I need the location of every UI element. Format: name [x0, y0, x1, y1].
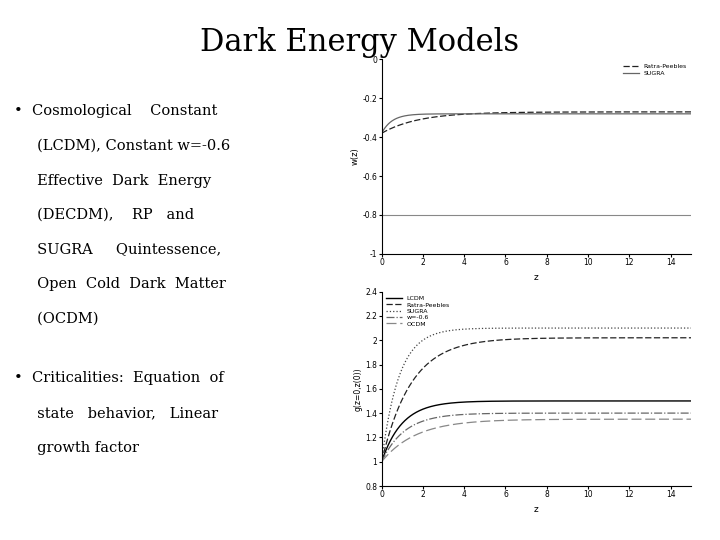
Text: (OCDM): (OCDM)	[14, 312, 99, 326]
SUGRA	[377, 130, 386, 137]
Ratra-Peebles	[503, 110, 511, 116]
OCDM	[618, 416, 627, 422]
w=-0.6	[618, 410, 627, 416]
SUGRA	[618, 325, 627, 332]
X-axis label: z: z	[534, 505, 539, 514]
SUGRA	[590, 325, 598, 332]
SUGRA	[503, 111, 511, 117]
Y-axis label: g(z=0,z(0)): g(z=0,z(0))	[354, 367, 363, 410]
Text: •  Criticalities:  Equation  of: • Criticalities: Equation of	[14, 372, 224, 386]
LCDM	[409, 411, 418, 417]
OCDM	[409, 433, 418, 440]
OCDM	[590, 416, 598, 422]
w=-0.6	[503, 410, 511, 416]
Ratra-Peebles	[377, 130, 386, 137]
w=-0.6	[624, 410, 633, 416]
LCDM	[377, 458, 386, 465]
w=-0.6	[409, 422, 418, 429]
w=-0.6	[377, 458, 386, 465]
Y-axis label: w(z): w(z)	[351, 148, 360, 165]
Ratra-Peebles	[618, 109, 627, 115]
SUGRA	[513, 111, 522, 117]
SUGRA	[503, 325, 511, 332]
Ratra-Peebles	[624, 335, 633, 341]
OCDM	[503, 417, 511, 423]
Ratra-Peebles	[624, 109, 633, 115]
Text: Effective  Dark  Energy: Effective Dark Energy	[14, 173, 212, 187]
Ratra-Peebles	[513, 109, 522, 116]
OCDM	[687, 416, 696, 422]
Legend: Ratra-Peebles, SUGRA: Ratra-Peebles, SUGRA	[621, 63, 688, 77]
Ratra-Peebles	[513, 336, 522, 342]
Text: •  Cosmological    Constant: • Cosmological Constant	[14, 104, 217, 118]
Line: Ratra-Peebles: Ratra-Peebles	[382, 338, 691, 462]
LCDM	[624, 398, 633, 404]
OCDM	[513, 417, 522, 423]
w=-0.6	[590, 410, 598, 416]
SUGRA	[687, 111, 696, 117]
w=-0.6	[687, 410, 696, 416]
Text: (LCDM), Constant w=-0.6: (LCDM), Constant w=-0.6	[14, 139, 230, 153]
OCDM	[377, 458, 386, 465]
Text: growth factor: growth factor	[14, 441, 140, 455]
Line: LCDM: LCDM	[382, 401, 691, 462]
Text: Dark Energy Models: Dark Energy Models	[200, 27, 520, 58]
SUGRA	[590, 111, 598, 117]
LCDM	[687, 398, 696, 404]
Text: state   behavior,   Linear: state behavior, Linear	[14, 406, 219, 420]
Text: Open  Cold  Dark  Matter: Open Cold Dark Matter	[14, 277, 226, 291]
X-axis label: z: z	[534, 273, 539, 281]
SUGRA	[618, 111, 627, 117]
Line: OCDM: OCDM	[382, 419, 691, 462]
Ratra-Peebles	[590, 109, 598, 115]
Ratra-Peebles	[409, 377, 418, 383]
Ratra-Peebles	[503, 336, 511, 343]
LCDM	[618, 398, 627, 404]
SUGRA	[687, 325, 696, 332]
Ratra-Peebles	[409, 118, 418, 124]
Ratra-Peebles	[687, 335, 696, 341]
Ratra-Peebles	[377, 458, 386, 465]
Line: SUGRA: SUGRA	[382, 114, 691, 133]
OCDM	[624, 416, 633, 422]
Text: (DECDM),    RP   and: (DECDM), RP and	[14, 208, 194, 222]
Legend: LCDM, Ratra-Peebles, SUGRA, w=-0.6, OCDM: LCDM, Ratra-Peebles, SUGRA, w=-0.6, OCDM	[384, 295, 451, 328]
LCDM	[503, 398, 511, 404]
LCDM	[590, 398, 598, 404]
SUGRA	[624, 111, 633, 117]
Ratra-Peebles	[590, 335, 598, 341]
SUGRA	[624, 325, 633, 332]
w=-0.6	[513, 410, 522, 416]
SUGRA	[377, 458, 386, 465]
Ratra-Peebles	[618, 335, 627, 341]
Line: w=-0.6: w=-0.6	[382, 413, 691, 462]
SUGRA	[513, 325, 522, 332]
Ratra-Peebles	[687, 109, 696, 115]
Line: SUGRA: SUGRA	[382, 328, 691, 462]
LCDM	[513, 398, 522, 404]
Line: Ratra-Peebles: Ratra-Peebles	[382, 112, 691, 133]
SUGRA	[409, 111, 418, 118]
Text: SUGRA     Quintessence,: SUGRA Quintessence,	[14, 242, 222, 256]
SUGRA	[409, 346, 418, 353]
